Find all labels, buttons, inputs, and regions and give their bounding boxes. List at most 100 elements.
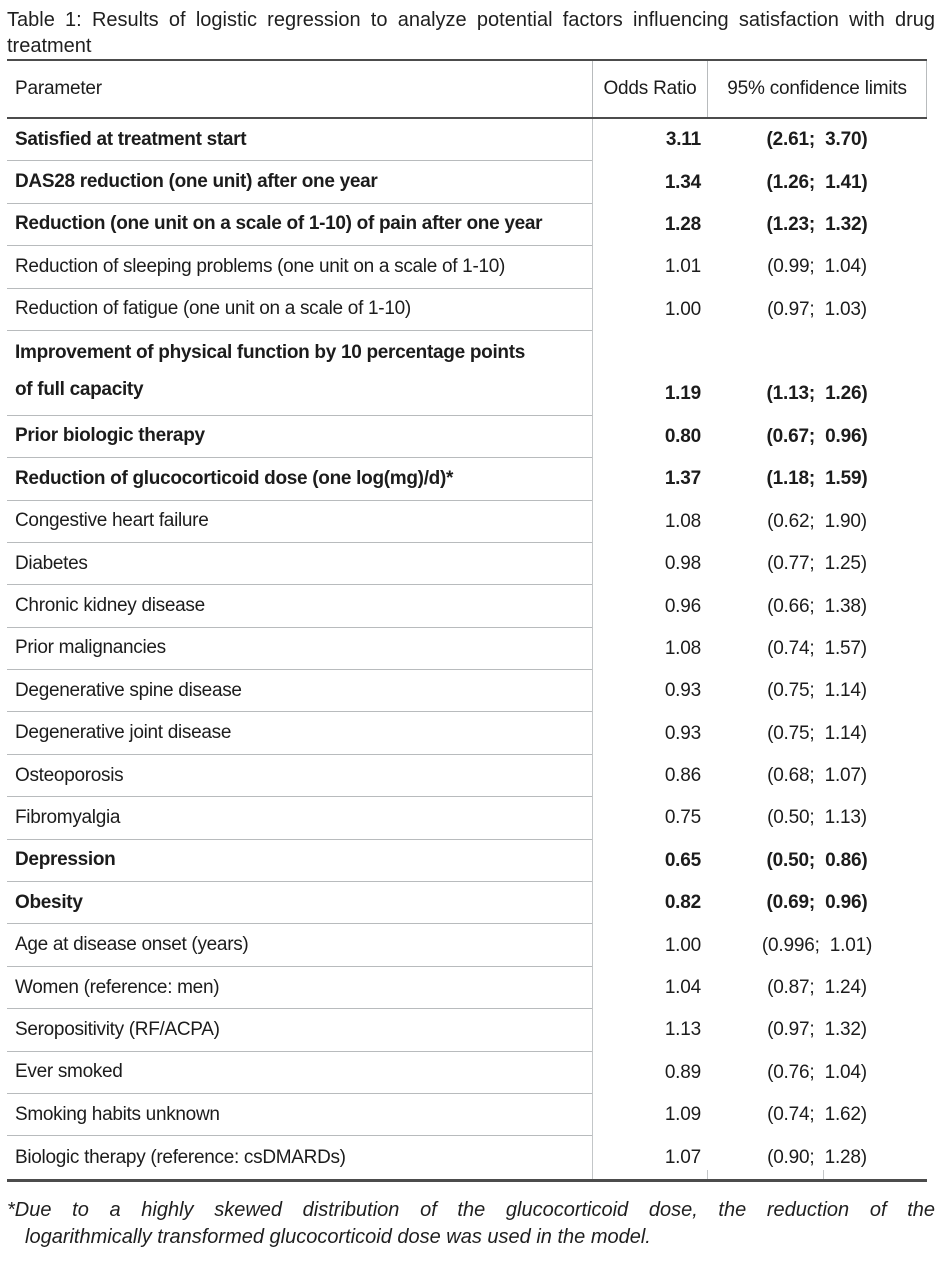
odds-ratio-cell: 1.08	[592, 627, 707, 671]
confidence-limits-cell: (0.67; 0.96)	[766, 425, 868, 447]
parameter-cell: Prior biologic therapy	[7, 416, 592, 459]
table-footnote-line1: *Due to a highly skewed distribution of …	[7, 1198, 935, 1221]
parameter-line: of full capacity	[15, 379, 144, 401]
parameter-cell: Improvement of physical function by 10 p…	[7, 331, 592, 416]
column-header-confidence-limits: 95% confidence limits	[707, 61, 927, 117]
table-row: Biologic therapy (reference: csDMARDs) 1.…	[7, 1136, 927, 1179]
parameter-cell: Smoking habits unknown	[7, 1094, 592, 1137]
odds-ratio-cell: 1.00	[592, 288, 707, 331]
parameter-cell: Chronic kidney disease	[7, 585, 592, 628]
confidence-limits-cell: (1.13; 1.26)	[766, 382, 868, 404]
parameter-line: Improvement of physical function by 10 p…	[15, 342, 526, 364]
odds-ratio-cell: 0.89	[592, 1051, 707, 1094]
confidence-limits-cell: (0.97; 1.32)	[767, 1019, 867, 1041]
odds-ratio-cell: 1.28	[592, 203, 707, 247]
odds-ratio-cell: 0.80	[592, 415, 707, 459]
confidence-limits-cell: (0.74; 1.57)	[767, 637, 867, 659]
confidence-limits-cell: (0.68; 1.07)	[767, 765, 867, 787]
table-row: Obesity 0.82 (0.69; 0.96)	[7, 882, 927, 925]
parameter-cell: Depression	[7, 840, 592, 883]
odds-ratio-cell: 1.13	[592, 1009, 707, 1052]
parameter-cell: Reduction of sleeping problems (one unit…	[7, 246, 592, 289]
parameter-cell: Fibromyalgia	[7, 797, 592, 840]
table-row: Women (reference: men) 1.04 (0.87; 1.24)	[7, 966, 927, 1010]
parameter-cell: Obesity	[7, 882, 592, 925]
confidence-limits-cell: (0.77; 1.25)	[767, 553, 867, 575]
parameter-cell: Biologic therapy (reference: csDMARDs)	[15, 1146, 346, 1168]
table-row: Reduction of glucocorticoid dose (one lo…	[7, 458, 927, 501]
confidence-limits-cell: (0.62; 1.90)	[767, 510, 867, 532]
table-row: Chronic kidney disease 0.96 (0.66; 1.38)	[7, 585, 927, 628]
confidence-limits-cell: (0.69; 0.96)	[766, 892, 868, 914]
table-footnote-line2: logarithmically transformed glucocortico…	[25, 1225, 651, 1248]
odds-ratio-cell: 0.96	[592, 585, 707, 628]
confidence-limits-cell: (0.99; 1.04)	[767, 256, 867, 278]
confidence-limits-cell: (0.75; 1.14)	[767, 680, 867, 702]
confidence-limits-cell: (2.61; 3.70)	[766, 129, 868, 151]
odds-ratio-cell: 1.09	[592, 1094, 707, 1137]
odds-ratio-cell: 0.93	[592, 670, 707, 713]
confidence-limits-cell: (0.50; 0.86)	[766, 849, 868, 871]
table-row: Reduction of fatigue (one unit on a scal…	[7, 288, 927, 331]
odds-ratio-cell: 1.34	[592, 161, 707, 204]
table-row: Degenerative spine disease 0.93 (0.75; 1.1…	[7, 670, 927, 713]
parameter-cell: Osteoporosis	[7, 755, 592, 798]
parameter-cell: Degenerative spine disease	[7, 670, 592, 713]
table-row: Reduction (one unit on a scale of 1-10) …	[7, 203, 927, 247]
column-header-odds-ratio: Odds Ratio	[592, 61, 707, 117]
confidence-limits-cell: (0.90; 1.28)	[767, 1146, 867, 1168]
table-row: Congestive heart failure 1.08 (0.62; 1.90)	[7, 500, 927, 543]
parameter-cell: Prior malignancies	[7, 628, 592, 671]
odds-ratio-cell: 3.11	[592, 119, 707, 162]
table-row: Degenerative joint disease 0.93 (0.75; 1.1…	[7, 712, 927, 755]
parameter-cell: Seropositivity (RF/ACPA)	[7, 1009, 592, 1052]
confidence-limits-cell: (1.23; 1.32)	[766, 213, 868, 235]
odds-ratio-cell: 1.04	[592, 966, 707, 1010]
odds-ratio-cell: 0.75	[592, 797, 707, 840]
table-row: Prior malignancies 1.08 (0.74; 1.57)	[7, 627, 927, 671]
confidence-limits-cell: (1.18; 1.59)	[766, 468, 868, 490]
parameter-cell: Reduction (one unit on a scale of 1-10) …	[7, 204, 592, 247]
confidence-limits-cell: (0.74; 1.62)	[767, 1104, 867, 1126]
table-caption-line2: treatment	[7, 35, 92, 57]
parameter-cell: Ever smoked	[7, 1052, 592, 1094]
table-row: DAS28 reduction (one unit) after one yea…	[7, 161, 927, 204]
odds-ratio-cell: 0.86	[592, 754, 707, 798]
odds-ratio-cell: 0.98	[592, 542, 707, 586]
results-table: Parameter Odds Ratio 95% confidence limi…	[7, 59, 927, 1182]
parameter-cell: Degenerative joint disease	[7, 712, 592, 755]
odds-ratio-cell: 1.07	[592, 1136, 707, 1179]
cell-border-fragment	[823, 1169, 824, 1179]
table-caption-line1: Table 1: Results of logistic regression …	[7, 9, 935, 31]
table-row: Age at disease onset (years) 1.00 (0.996; …	[7, 924, 927, 967]
table-row: Satisfied at treatment start 3.11 (2.61; 3…	[7, 119, 927, 162]
table-row: Fibromyalgia 0.75 (0.50; 1.13)	[7, 797, 927, 840]
confidence-limits-cell: (0.66; 1.38)	[767, 595, 867, 617]
odds-ratio-cell: 1.00	[592, 924, 707, 967]
cell-border-fragment	[707, 1169, 708, 1179]
confidence-limits-cell: (0.996; 1.01)	[761, 934, 873, 956]
table-row: Ever smoked 0.89 (0.76; 1.04)	[7, 1051, 927, 1094]
parameter-cell: Congestive heart failure	[7, 501, 592, 543]
table-header-row: Parameter Odds Ratio 95% confidence limi…	[7, 61, 927, 119]
confidence-limits-cell: (0.76; 1.04)	[767, 1061, 867, 1083]
odds-ratio-cell: 1.08	[592, 500, 707, 543]
odds-ratio-cell: 0.65	[592, 839, 707, 883]
confidence-limits-cell: (0.75; 1.14)	[767, 722, 867, 744]
odds-ratio-cell: 0.82	[592, 882, 707, 925]
table-row: Reduction of sleeping problems (one unit…	[7, 246, 927, 289]
confidence-limits-cell: (0.87; 1.24)	[767, 977, 867, 999]
parameter-cell: Satisfied at treatment start	[7, 119, 592, 162]
odds-ratio-cell: 1.19	[592, 330, 707, 416]
table-body: Satisfied at treatment start 3.11 (2.61; 3…	[7, 119, 927, 1182]
table-row: Depression 0.65 (0.50; 0.86)	[7, 839, 927, 883]
table-row: Osteoporosis 0.86 (0.68; 1.07)	[7, 754, 927, 798]
column-header-parameter: Parameter	[15, 78, 102, 99]
confidence-limits-cell: (1.26; 1.41)	[766, 171, 868, 193]
table-row: Seropositivity (RF/ACPA) 1.13 (0.97; 1.32)	[7, 1009, 927, 1052]
parameter-cell: DAS28 reduction (one unit) after one yea…	[7, 161, 592, 204]
confidence-limits-cell: (0.50; 1.13)	[767, 807, 867, 829]
parameter-cell: Reduction of fatigue (one unit on a scal…	[7, 289, 592, 331]
confidence-limits-cell: (0.97; 1.03)	[767, 298, 867, 320]
